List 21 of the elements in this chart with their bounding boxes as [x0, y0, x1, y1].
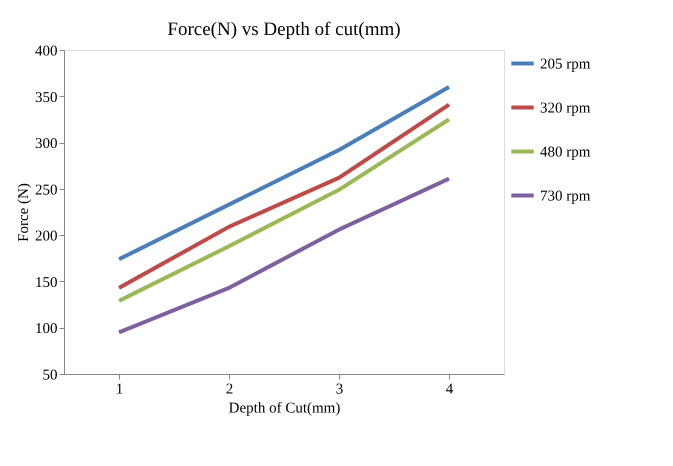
y-tick-label: 50 [42, 368, 58, 384]
y-tick-label: 300 [35, 136, 58, 152]
legend-label: 480 rpm [540, 144, 591, 160]
y-axis-title: Force (N) [16, 183, 32, 242]
chart-title: Force(N) vs Depth of cut(mm) [167, 19, 401, 40]
legend-label: 320 rpm [540, 100, 591, 116]
y-tick-label: 100 [35, 321, 58, 338]
y-tick-label: 200 [35, 228, 58, 245]
legend-label: 730 rpm [540, 188, 591, 204]
y-tick-label: 150 [35, 274, 58, 291]
x-tick-label: 4 [446, 382, 454, 398]
y-tick-label: 250 [35, 182, 58, 198]
legend-label: 205 rpm [540, 56, 591, 72]
x-tick-label: 3 [336, 382, 344, 398]
line-series [117, 176, 451, 334]
y-tick-label: 400 [35, 44, 58, 60]
line-series [117, 85, 451, 262]
y-tick-label: 350 [35, 90, 58, 106]
x-tick-label: 1 [116, 382, 124, 398]
x-axis-title: Depth of Cut(mm) [228, 400, 340, 416]
x-tick-label: 2 [226, 382, 234, 398]
